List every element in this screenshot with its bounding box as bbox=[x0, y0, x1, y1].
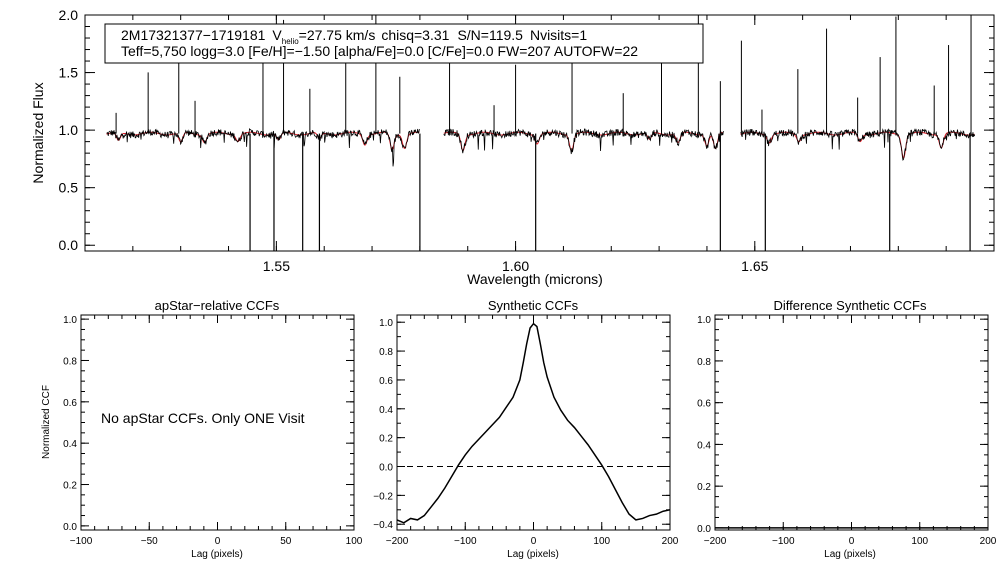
vhelio-value: =27.75 km/s bbox=[299, 27, 376, 43]
x-tick-label: 0 bbox=[215, 536, 221, 547]
synthetic-ccf-ticks: −200 −100 0 100 200 −0.4 −0.2 0.0 0.2 0.4 0.6 0.8 1.… bbox=[373, 315, 679, 547]
spectrum-ylabel: Normalized Flux bbox=[30, 82, 46, 183]
y-tick-label: 0.0 bbox=[697, 524, 711, 535]
difference-ccf-title: Difference Synthetic CCFs bbox=[774, 298, 927, 313]
y-tick-label: 0.2 bbox=[379, 434, 393, 445]
x-tick-label: 200 bbox=[980, 536, 997, 547]
observed-spectrum-green bbox=[443, 128, 724, 155]
y-tick-label: 2.0 bbox=[59, 7, 79, 23]
no-ccf-message: No apStar CCFs. Only ONE Visit bbox=[101, 410, 305, 426]
synthetic-ccf-title: Synthetic CCFs bbox=[488, 298, 579, 313]
synthetic-ccf-xlabel: Lag (pixels) bbox=[507, 549, 559, 560]
x-tick-label: −200 bbox=[704, 536, 727, 547]
y-tick-label: 0.4 bbox=[379, 405, 393, 416]
sn-value: S/N=119.5 bbox=[457, 27, 523, 43]
spectrum-plot-frame bbox=[84, 14, 995, 252]
y-tick-label: 0.4 bbox=[697, 440, 711, 451]
x-tick-label: 1.55 bbox=[263, 258, 290, 274]
x-tick-label: 1.60 bbox=[502, 258, 529, 274]
difference-ccf-ticks: −200 −100 0 100 200 0.0 0.2 0.4 0.6 0.8 1.0 bbox=[697, 315, 997, 547]
apstar-ccf-ylabel: Normalized CCF bbox=[41, 385, 52, 459]
y-tick-label: 0.0 bbox=[59, 237, 79, 253]
y-tick-label: 1.0 bbox=[379, 318, 393, 329]
x-tick-label: 200 bbox=[662, 536, 679, 547]
y-tick-label: 0.6 bbox=[697, 399, 711, 410]
y-tick-label: 1.0 bbox=[59, 122, 79, 138]
chisq-value: chisq=3.31 bbox=[381, 27, 449, 43]
x-tick-label: 100 bbox=[911, 536, 928, 547]
vhelio-subscript: helio bbox=[282, 37, 299, 46]
difference-ccf-panel: Difference Synthetic CCFs −200 −100 0 100 20… bbox=[697, 298, 997, 560]
y-tick-label: 1.5 bbox=[59, 65, 79, 81]
info-line-2: Teff=5,750 logg=3.0 [Fe/H]=−1.50 [alpha/… bbox=[121, 43, 638, 59]
x-tick-label: 50 bbox=[280, 536, 292, 547]
y-tick-label: 0.2 bbox=[697, 482, 711, 493]
y-tick-label: 0.4 bbox=[63, 439, 77, 450]
x-tick-label: 0 bbox=[531, 536, 537, 547]
star-id: 2M17321377−1719181 bbox=[121, 27, 266, 43]
y-tick-label: 0.6 bbox=[379, 376, 393, 387]
info-box: 2M17321377−1719181 Vhelio=27.75 km/s chisq… bbox=[104, 23, 704, 64]
info-line-1: 2M17321377−1719181 Vhelio=27.75 km/s chisq… bbox=[121, 27, 587, 46]
y-tick-label: 0.8 bbox=[379, 347, 393, 358]
y-tick-label: 0.2 bbox=[63, 481, 77, 492]
apstar-ccf-ticks: −100 −50 0 50 100 0.0 0.2 0.4 0.6 0.8 1.0 bbox=[63, 315, 363, 547]
y-tick-label: 0.5 bbox=[59, 180, 79, 196]
x-tick-label: 0 bbox=[849, 536, 855, 547]
spectrum-data bbox=[106, 15, 976, 251]
apstar-ccf-xlabel: Lag (pixels) bbox=[191, 549, 243, 560]
spectrum-panel: 1.55 1.60 1.65 0.0 0.5 1.0 1.5 2.0 Wavelength (… bbox=[30, 7, 995, 287]
y-tick-label: 0.8 bbox=[697, 357, 711, 368]
spectrum-ticks: 1.55 1.60 1.65 0.0 0.5 1.0 1.5 2.0 bbox=[59, 7, 995, 274]
difference-ccf-xlabel: Lag (pixels) bbox=[824, 549, 876, 560]
info-box-frame bbox=[104, 23, 704, 64]
x-tick-label: 100 bbox=[593, 536, 610, 547]
y-tick-label: 0.0 bbox=[379, 463, 393, 474]
y-tick-label: 1.0 bbox=[697, 315, 711, 326]
nvisits-value: Nvisits=1 bbox=[530, 27, 587, 43]
x-tick-label: −100 bbox=[772, 536, 795, 547]
x-tick-label: −200 bbox=[386, 536, 409, 547]
x-tick-label: 100 bbox=[346, 536, 363, 547]
x-tick-label: −100 bbox=[70, 536, 93, 547]
apstar-ccf-title: apStar−relative CCFs bbox=[155, 298, 280, 313]
y-tick-label: 1.0 bbox=[63, 315, 77, 326]
spectrum-xlabel: Wavelength (microns) bbox=[467, 271, 603, 287]
synthetic-ccf-line bbox=[396, 322, 671, 524]
y-tick-label: 0.6 bbox=[63, 398, 77, 409]
y-tick-label: 0.0 bbox=[63, 522, 77, 533]
vhelio-label: V bbox=[272, 27, 282, 43]
x-tick-label: 1.65 bbox=[741, 258, 768, 274]
y-tick-label: −0.2 bbox=[373, 491, 393, 502]
y-tick-label: 0.8 bbox=[63, 356, 77, 367]
observed-spectrum-blue bbox=[106, 128, 420, 167]
x-tick-label: −100 bbox=[454, 536, 477, 547]
apstar-ccf-panel: apStar−relative CCFs −100 −50 0 50 100 0.0 0.2… bbox=[41, 298, 363, 560]
observed-spectrum-red bbox=[740, 128, 976, 161]
x-tick-label: −50 bbox=[141, 536, 158, 547]
synthetic-ccf-panel: Synthetic CCFs −200 −100 0 100 200 −0.4 −0.2 0.… bbox=[373, 298, 679, 560]
y-tick-label: −0.4 bbox=[373, 520, 393, 531]
synthetic-ccf-data bbox=[396, 322, 671, 524]
